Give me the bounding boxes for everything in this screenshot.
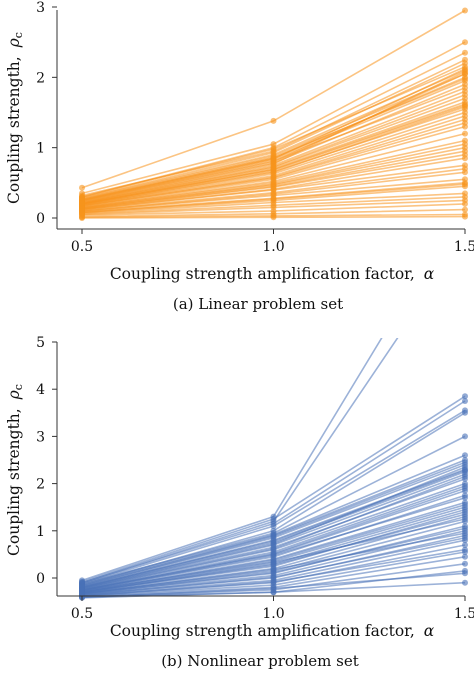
panel-a-x-tick-label-2: 1.5 <box>454 239 474 255</box>
panel-b: 0.5 1.0 1.5 0 1 2 3 4 5 Coupling strength ampli… <box>5 335 474 670</box>
panel-b-x-tick-label-1: 1.0 <box>262 606 284 622</box>
panel-b-y-tick-label-0: 0 <box>36 571 45 587</box>
panel-b-caption: (b) Nonlinear problem set <box>161 652 359 670</box>
panel-a-point-49-2 <box>462 148 468 155</box>
panel-a-point-45-1 <box>270 196 277 202</box>
panel-b-point-46-1 <box>270 566 277 573</box>
panel-a-point-49-1 <box>270 183 277 190</box>
panel-b-y-axis-label: Coupling strength, ρc <box>5 384 25 556</box>
panel-a-y-ticks: 0 1 2 3 <box>36 0 57 227</box>
panel-a-points <box>79 7 468 221</box>
panel-a-x-tick-label-0: 0.5 <box>71 239 93 255</box>
panel-b-x-tick-label-0: 0.5 <box>71 606 93 622</box>
panel-b-point-31-2 <box>462 560 468 567</box>
panel-a-y-tick-label-2: 2 <box>36 70 45 86</box>
panel-b-point-43-1 <box>270 538 277 545</box>
panel-b-y-tick-label-1: 1 <box>36 524 45 540</box>
panel-a-point-1-2 <box>462 39 468 46</box>
panel-a-caption: (a) Linear problem set <box>173 295 343 313</box>
panel-b-point-28-2 <box>462 542 468 548</box>
panel-b-point-35-2 <box>462 473 468 480</box>
panel-a-x-axis-label: Coupling strength amplification factor, … <box>110 265 435 283</box>
panel-b-point-2-1 <box>270 516 277 522</box>
panel-b-point-36-2 <box>462 494 468 501</box>
panel-a-point-35-2 <box>462 213 468 220</box>
panel-a-point-0-1 <box>270 117 277 124</box>
panel-b-point-30-2 <box>462 553 468 560</box>
panel-b-y-tick-label-2: 2 <box>36 477 45 493</box>
panel-b-point-41-2 <box>462 546 468 553</box>
panel-a-point-41-2 <box>462 120 468 126</box>
panel-a-x-ticks: 0.5 1.0 1.5 <box>71 229 474 255</box>
panel-a-x-tick-label-1: 1.0 <box>262 239 284 255</box>
panel-a-point-20-2 <box>462 130 468 137</box>
panel-a-point-37-2 <box>462 75 468 82</box>
panel-b-y-ticks: 0 1 2 3 4 5 <box>36 335 57 587</box>
panel-b-x-axis-label: Coupling strength amplification factor, … <box>110 622 435 640</box>
panel-a-y-tick-label-1: 1 <box>36 141 45 157</box>
panel-b-point-43-2 <box>462 467 468 474</box>
panel-a-point-48-1 <box>270 166 277 173</box>
panel-a-point-44-1 <box>270 191 277 198</box>
panel-b-point-42-2 <box>462 459 468 466</box>
panel-b-point-44-2 <box>462 485 468 492</box>
panel-a-point-2-2 <box>462 49 468 56</box>
panel-a-point-48-2 <box>462 101 468 108</box>
panel-a-y-tick-label-3: 3 <box>36 0 45 16</box>
panel-a-y-axis-label: Coupling strength, ρc <box>5 32 25 204</box>
panel-a-point-41-1 <box>270 174 277 181</box>
panel-a-point-35-1 <box>270 214 277 221</box>
panel-a-point-35-0 <box>79 215 85 221</box>
panel-b-point-40-2 <box>462 534 468 541</box>
panel-b-point-3-2 <box>462 398 468 404</box>
panel-a-point-0-0 <box>79 184 85 191</box>
panel-a: 0.5 1.0 1.5 0 1 2 3 Coupling strength amplifi… <box>5 0 474 313</box>
panel-b-point-46-2 <box>462 530 468 537</box>
panel-a-point-33-2 <box>462 206 468 213</box>
panel-b-point-44-1 <box>270 550 277 557</box>
panel-b-point-47-2 <box>462 570 468 577</box>
panel-b-point-7-2 <box>462 452 468 459</box>
panel-a-point-45-2 <box>462 181 468 188</box>
panel-b-point-4-1 <box>270 523 277 530</box>
panel-b-point-45-2 <box>462 516 468 522</box>
panel-a-point-47-1 <box>270 155 277 162</box>
panel-a-point-0-2 <box>462 7 468 14</box>
panel-b-y-tick-label-4: 4 <box>36 382 45 398</box>
panel-b-point-6-2 <box>462 433 468 440</box>
panel-b-point-42-1 <box>270 533 277 540</box>
panel-b-point-47-1 <box>270 585 277 592</box>
panel-a-point-48-0 <box>79 200 85 207</box>
panel-a-point-36-1 <box>270 149 277 156</box>
panel-a-point-36-2 <box>462 60 468 67</box>
panel-a-point-38-2 <box>462 84 468 91</box>
panel-b-y-tick-label-5: 5 <box>36 335 45 351</box>
panel-a-point-32-2 <box>462 200 468 207</box>
panel-a-point-49-0 <box>79 205 85 212</box>
panel-b-point-38-2 <box>462 511 468 518</box>
panel-a-point-44-2 <box>462 169 468 176</box>
panel-b-x-ticks: 0.5 1.0 1.5 <box>71 596 474 622</box>
panel-b-point-35-1 <box>270 545 277 552</box>
panel-b-point-45-1 <box>270 559 277 566</box>
panel-b-points <box>79 393 468 601</box>
panel-b-point-41-1 <box>270 578 277 585</box>
panel-b-x-tick-label-2: 1.5 <box>454 606 474 622</box>
panel-b-point-33-2 <box>462 579 468 586</box>
panel-a-point-46-1 <box>270 160 277 167</box>
panel-b-point-5-2 <box>462 409 468 416</box>
panel-b-point-2-2 <box>462 393 468 400</box>
panel-b-y-tick-label-3: 3 <box>36 429 45 445</box>
panel-a-point-43-2 <box>462 155 468 162</box>
panel-a-point-42-2 <box>462 141 468 148</box>
panel-a-point-47-2 <box>462 65 468 72</box>
panel-a-y-tick-label-0: 0 <box>36 211 45 227</box>
panel-b-point-40-1 <box>270 574 277 581</box>
panel-b-point-39-2 <box>462 525 468 532</box>
panel-b-point-37-2 <box>462 501 468 508</box>
panel-a-point-39-2 <box>462 91 468 98</box>
